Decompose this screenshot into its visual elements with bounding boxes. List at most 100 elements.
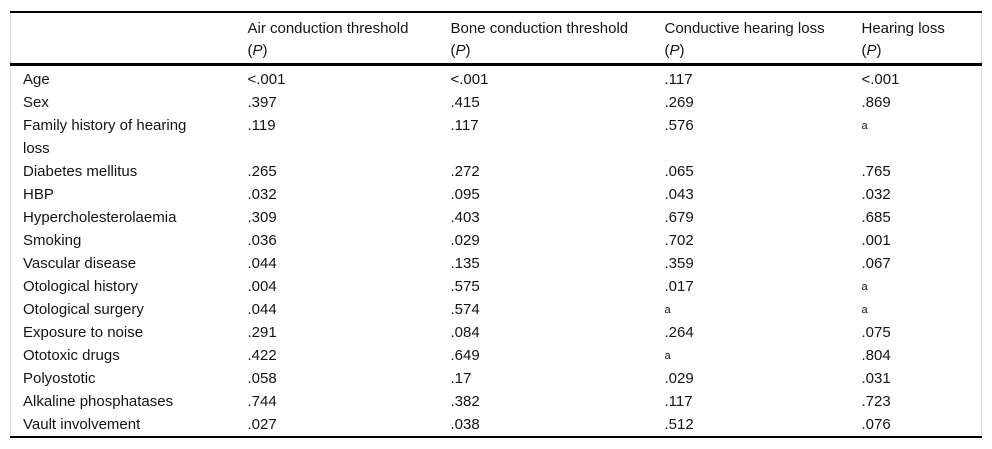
table-row: Vascular disease .044 .135 .359 .067 (11, 252, 982, 275)
footnote-marker: a (664, 304, 671, 316)
row-label: Otological surgery (23, 301, 144, 318)
table-row: Ototoxic drugs .422 .649 a .804 (11, 344, 982, 367)
p-value-cell: .032 (861, 186, 891, 203)
table-row: Exposure to noise .291 .084 .264 .075 (11, 321, 982, 344)
p-value-cell: <.001 (450, 71, 489, 88)
column-header-2: Bone conduction threshold (P) (450, 12, 665, 66)
p-value-cell: .117 (450, 117, 479, 134)
p-value-cell: .044 (247, 301, 277, 318)
p-value-cell: .058 (247, 370, 277, 387)
p-value-cell: .004 (247, 278, 277, 295)
p-value-cell: .017 (664, 278, 694, 295)
p-value-cell: .076 (861, 416, 891, 433)
p-value-cell: .422 (247, 347, 277, 364)
p-value-cell: .027 (247, 416, 277, 433)
p-value-cell: .117 (664, 71, 693, 88)
p-value-cell: .403 (450, 209, 480, 226)
footnote-marker: a (861, 304, 868, 316)
p-value-cell: .065 (664, 163, 694, 180)
p-value-cell: .723 (861, 393, 891, 410)
p-value-cell: <.001 (861, 71, 900, 88)
table-row: Vault involvement .027 .038 .512 .076 (11, 413, 982, 437)
p-value-cell: .067 (861, 255, 891, 272)
p-value-cell: <.001 (247, 71, 286, 88)
footnote-marker: a (861, 120, 868, 132)
row-label-column-header (10, 12, 248, 66)
row-label: Alkaline phosphatases (23, 393, 174, 410)
p-value-cell: .702 (664, 232, 694, 249)
row-label: Diabetes mellitus (23, 163, 138, 180)
table-row: HBP .032 .095 .043 .032 (11, 183, 982, 206)
p-value-cell: .265 (247, 163, 277, 180)
table-row: Age <.001 <.001 .117 <.001 (11, 65, 982, 92)
column-header-title: Hearing loss (861, 20, 945, 37)
footnote-marker-cell: a (862, 298, 982, 321)
p-value-cell: .309 (247, 209, 277, 226)
p-value-cell: .574 (450, 301, 480, 318)
column-header-p-label: (P) (450, 42, 471, 59)
row-label: Family history of hearing loss (23, 117, 187, 157)
p-value-cell: .264 (664, 324, 694, 341)
p-value-cell: .084 (450, 324, 480, 341)
p-value-cell: .135 (450, 255, 480, 272)
p-value-cell: .415 (450, 94, 480, 111)
p-value-cell: .272 (450, 163, 480, 180)
p-value-cell: .359 (664, 255, 694, 272)
footnote-marker-cell: a (862, 114, 982, 160)
footnote-marker: a (664, 350, 671, 362)
column-header-1: Air conduction threshold (P) (247, 12, 451, 66)
column-header-3: Conductive hearing loss (P) (664, 12, 862, 66)
page: Air conduction threshold (P) Bone conducti… (10, 11, 982, 438)
p-value-cell: .269 (664, 94, 694, 111)
column-header-4: Hearing loss (P) (861, 12, 982, 66)
table-row: Diabetes mellitus .265 .272 .065 .765 (11, 160, 982, 183)
footnote-marker-cell: a (665, 298, 862, 321)
p-value-cell: .036 (247, 232, 277, 249)
row-label: Hypercholesterolaemia (23, 209, 177, 226)
p-value-cell: .119 (247, 117, 276, 134)
column-header-title: Conductive hearing loss (664, 20, 825, 37)
p-value-cell: .744 (247, 393, 277, 410)
p-value-cell: .679 (664, 209, 694, 226)
p-value-cell: .038 (450, 416, 480, 433)
p-value-cell: .576 (664, 117, 694, 134)
p-value-cell: .044 (247, 255, 277, 272)
column-header-title: Bone conduction threshold (450, 20, 629, 37)
row-label: Vault involvement (23, 416, 141, 433)
p-value-cell: .804 (861, 347, 891, 364)
row-label: Smoking (23, 232, 82, 249)
p-value-cell: .765 (861, 163, 891, 180)
p-values-table: Air conduction threshold (P) Bone conducti… (10, 11, 982, 438)
row-label: Ototoxic drugs (23, 347, 120, 364)
row-label: Age (23, 71, 50, 88)
p-value-cell: .095 (450, 186, 480, 203)
table-row: Otological history .004 .575 .017 a (11, 275, 982, 298)
p-value-cell: .029 (450, 232, 480, 249)
p-value-cell: .029 (664, 370, 694, 387)
table-row: Polyostotic .058 .17 .029 .031 (11, 367, 982, 390)
row-label: Sex (23, 94, 49, 111)
p-value-cell: .512 (664, 416, 694, 433)
column-header-p-label: (P) (247, 42, 268, 59)
p-value-cell: .001 (861, 232, 891, 249)
footnote-marker-cell: a (862, 275, 982, 298)
p-value-cell: .397 (247, 94, 277, 111)
table-row: Otological surgery .044 .574 a a (11, 298, 982, 321)
footnote-marker-cell: a (665, 344, 862, 367)
table-body: Age <.001 <.001 .117 <.001 Sex .397 .415 .269 .86… (11, 65, 982, 438)
p-value-cell: .685 (861, 209, 891, 226)
p-value-cell: .043 (664, 186, 694, 203)
row-label: Polyostotic (23, 370, 96, 387)
table-row: Alkaline phosphatases .744 .382 .117 .723 (11, 390, 982, 413)
table-header: Air conduction threshold (P) Bone conducti… (10, 12, 982, 66)
p-value-cell: .575 (450, 278, 480, 295)
row-label: Otological history (23, 278, 139, 295)
p-value-cell: .031 (861, 370, 891, 387)
row-label: Vascular disease (23, 255, 137, 272)
footnote-marker: a (861, 281, 868, 293)
p-value-cell: .649 (450, 347, 480, 364)
p-value-cell: .382 (450, 393, 480, 410)
p-value-cell: .075 (861, 324, 891, 341)
p-value-cell: .291 (247, 324, 277, 341)
table-row: Family history of hearing loss .119 .117 .5… (11, 114, 982, 160)
